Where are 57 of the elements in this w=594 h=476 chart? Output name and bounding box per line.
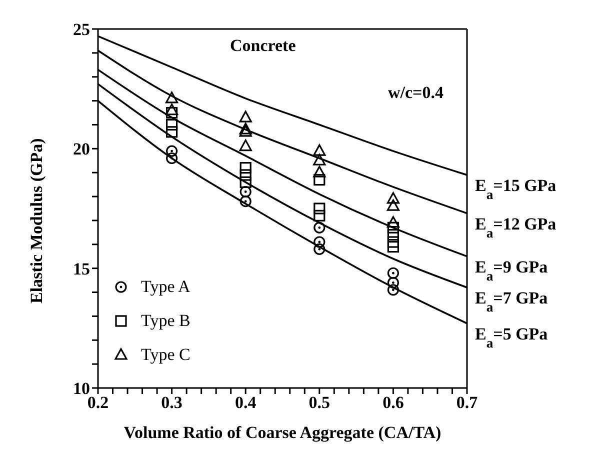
point [387,222,399,234]
point [313,154,326,166]
point [314,243,326,255]
x-tick-label: 0.6 [382,393,404,412]
point [387,284,399,296]
point [314,202,326,214]
x-axis-title: Volume Ratio of Coarse Aggregate (CA/TA) [124,423,442,442]
y-tick-label: 15 [73,259,90,278]
annotation: w/c=0.4 [388,83,444,102]
x-tick-label: 0.5 [308,393,330,412]
legend-label: Type C [141,345,190,365]
y-axis-title: Elastic Modulus (GPa) [27,138,46,304]
point [166,92,178,104]
point [166,106,178,119]
point [314,222,326,234]
y-tick-label: 25 [73,20,90,40]
annotation: Concrete [230,36,296,55]
point [314,236,326,248]
point [239,139,252,152]
point [387,240,399,253]
point [313,166,326,178]
series-label: E$_{a}$=5 GPa [475,324,548,350]
x-tick-label: 0.2 [87,393,109,412]
point [166,152,178,164]
point [240,186,252,198]
point [240,196,252,208]
point [386,199,400,211]
point [314,174,326,186]
point [239,110,252,122]
point [240,169,252,181]
x-tick-label: 0.3 [161,393,182,412]
point [239,122,252,134]
y-tick-label: 10 [73,379,90,398]
point [387,276,399,288]
point [240,162,252,174]
point [166,118,178,131]
series-label: E$_{a}$=15 GPa [475,176,557,202]
point [387,236,399,248]
legend-label: Type A [141,277,190,297]
series-label: E$_{a}$=12 GPa [475,214,557,240]
x-tick-label: 0.7 [456,393,478,412]
point [239,125,252,137]
legend-label: Type B [141,311,190,331]
point [386,216,400,228]
y-tick-label: 20 [73,140,90,159]
point [386,192,400,204]
series-label: E$_{a}$=7 GPa [475,288,548,314]
point [166,104,178,116]
point [387,267,399,279]
x-tick-label: 0.4 [234,393,257,412]
point [166,145,178,157]
point [240,176,252,188]
point [313,144,326,156]
point [166,126,178,138]
series-label: E$_{a}$=9 GPa [475,257,548,283]
point [314,210,326,222]
point [387,229,399,241]
